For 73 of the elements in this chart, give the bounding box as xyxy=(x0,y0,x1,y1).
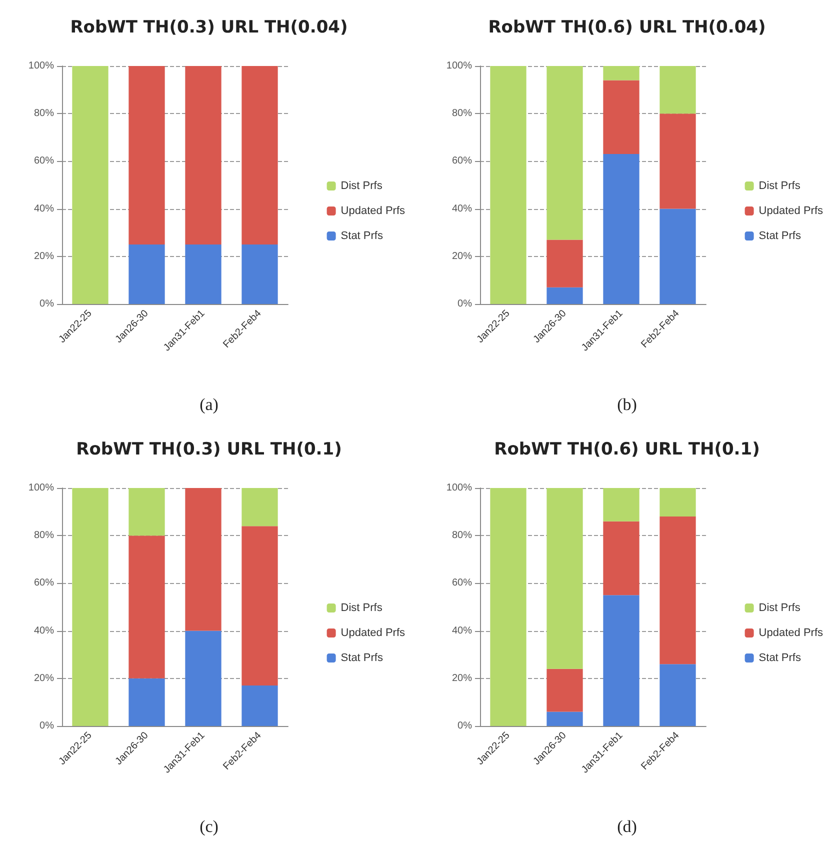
bar xyxy=(603,521,640,596)
y-tick-label: 40% xyxy=(34,625,54,636)
legend-label: Stat Prfs xyxy=(340,652,384,664)
y-tick-label: 100% xyxy=(446,482,472,494)
bar xyxy=(128,536,165,678)
y-tick-label: 0% xyxy=(458,720,472,732)
bar xyxy=(603,80,640,154)
y-tick-label: 40% xyxy=(452,625,472,636)
legend-label: Dist Prfs xyxy=(340,180,383,192)
y-tick-label: 80% xyxy=(34,108,54,120)
y-tick-label: 0% xyxy=(40,298,54,310)
chart-title: RobWT TH(0.3) URL TH(0.04) xyxy=(70,18,348,38)
bar xyxy=(660,66,696,114)
y-tick-label: 100% xyxy=(28,482,54,494)
bar xyxy=(185,488,222,631)
y-tick-label: 20% xyxy=(452,250,472,262)
bar xyxy=(490,488,526,726)
text: (b) xyxy=(617,395,637,414)
chart-title: RobWT TH(0.6) URL TH(0.1) xyxy=(494,440,760,460)
bar xyxy=(546,66,583,240)
legend-label: Dist Prfs xyxy=(758,602,801,614)
bar xyxy=(660,516,696,664)
bar xyxy=(546,668,583,712)
y-tick-label: 60% xyxy=(34,578,54,589)
bar xyxy=(128,678,165,726)
text: (a) xyxy=(200,395,218,414)
chart-title: RobWT TH(0.3) URL TH(0.1) xyxy=(76,440,342,460)
legend-label: Stat Prfs xyxy=(340,230,384,242)
bar xyxy=(660,488,696,517)
text: (d) xyxy=(617,817,637,836)
bar xyxy=(242,526,278,686)
legend-label: Stat Prfs xyxy=(758,230,802,242)
legend-label: Dist Prfs xyxy=(758,180,801,192)
y-tick-label: 20% xyxy=(34,672,54,684)
legend-label: Dist Prfs xyxy=(340,602,383,614)
y-tick-label: 80% xyxy=(452,530,472,542)
bar xyxy=(546,488,583,669)
bar xyxy=(72,488,108,726)
bar xyxy=(490,66,526,304)
bar xyxy=(546,240,583,288)
bar xyxy=(242,686,278,726)
y-tick-label: 40% xyxy=(34,203,54,214)
y-tick-label: 40% xyxy=(452,203,472,214)
bar xyxy=(128,488,165,536)
y-tick-label: 60% xyxy=(452,156,472,167)
bar xyxy=(185,630,222,726)
text: (c) xyxy=(200,817,218,836)
bar xyxy=(660,664,696,726)
y-tick-label: 100% xyxy=(446,60,472,72)
y-tick-label: 100% xyxy=(28,60,54,72)
y-tick-label: 0% xyxy=(458,298,472,310)
bar xyxy=(660,208,696,304)
legend-label: Updated Prfs xyxy=(340,627,406,639)
bar xyxy=(603,488,640,522)
bar xyxy=(603,154,640,304)
bar xyxy=(546,712,583,726)
legend-label: Updated Prfs xyxy=(758,205,824,217)
y-tick-label: 20% xyxy=(34,250,54,262)
chart-title: RobWT TH(0.6) URL TH(0.04) xyxy=(488,18,766,38)
bar xyxy=(242,488,278,526)
y-tick-label: 60% xyxy=(452,578,472,589)
y-tick-label: 60% xyxy=(34,156,54,167)
y-tick-label: 80% xyxy=(34,530,54,542)
bar xyxy=(603,66,640,80)
y-tick-label: 20% xyxy=(452,672,472,684)
y-tick-label: 80% xyxy=(452,108,472,120)
bar xyxy=(603,595,640,726)
bar xyxy=(660,114,696,209)
y-tick-label: 0% xyxy=(40,720,54,732)
legend-label: Updated Prfs xyxy=(340,205,406,217)
legend-label: Updated Prfs xyxy=(758,627,824,639)
bar xyxy=(546,287,583,304)
legend-label: Stat Prfs xyxy=(758,652,802,664)
